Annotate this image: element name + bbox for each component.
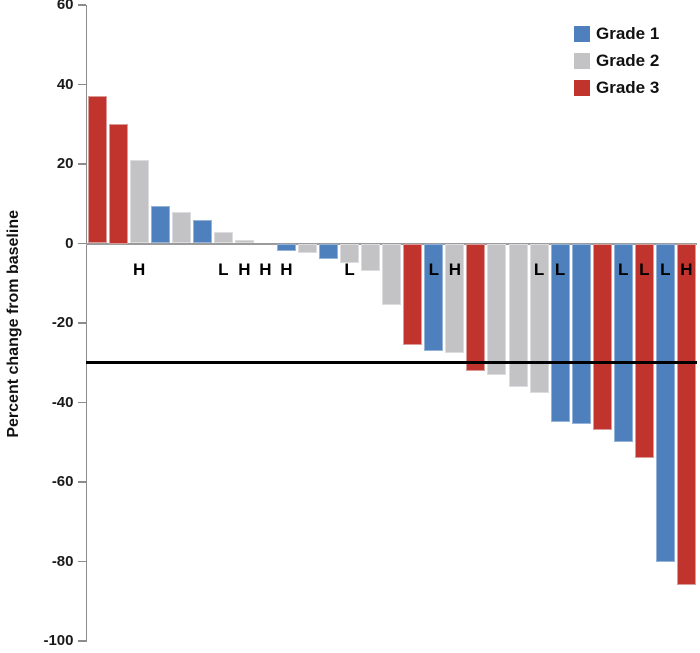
bar-marker: H (132, 260, 146, 279)
y-tick-mark (77, 163, 86, 165)
legend-swatch (574, 25, 590, 42)
bar-16 (403, 243, 423, 345)
reference-line (85, 361, 697, 365)
y-axis-title: Percent change from baseline (2, 5, 26, 642)
bar-2 (108, 124, 128, 244)
bar-26 (613, 243, 633, 443)
y-tick-label: -100 (43, 632, 74, 649)
bar-11 (298, 243, 317, 254)
bar-23 (550, 243, 570, 423)
legend-item: Grade 2 (574, 52, 659, 69)
y-tick-label: -60 (51, 473, 74, 490)
y-axis-title-text: Percent change from baseline (5, 209, 22, 438)
y-tick-mark (77, 242, 86, 245)
bar-marker: H (259, 260, 272, 279)
bar-20 (487, 243, 507, 375)
bar-marker: L (218, 260, 229, 279)
bar-marker: H (238, 260, 251, 279)
bar-15 (382, 243, 402, 306)
y-tick-label: -40 (51, 393, 74, 411)
y-tick-label: -80 (51, 552, 74, 570)
bar-25 (592, 243, 612, 431)
y-axis-line (85, 5, 87, 642)
bar-10 (276, 243, 296, 252)
y-tick-mark (77, 640, 86, 642)
bar-marker: L (428, 260, 439, 279)
bar-18 (445, 243, 465, 353)
bar-1 (87, 96, 107, 244)
legend-swatch (574, 79, 590, 96)
bar-24 (571, 243, 591, 425)
bar-22 (529, 243, 549, 393)
y-tick-mark (77, 401, 86, 404)
bar-7 (213, 231, 233, 244)
y-tick-label: 40 (56, 75, 74, 93)
bar-13 (340, 243, 360, 264)
y-tick-mark (77, 83, 86, 86)
bar-14 (361, 243, 381, 272)
bar-8 (234, 239, 254, 244)
y-tick-mark (77, 481, 86, 483)
legend-item: Grade 3 (574, 79, 659, 96)
legend: Grade 1 Grade 2 Grade 3 (574, 25, 659, 106)
bar-marker: H (448, 260, 461, 279)
bar-marker: H (280, 260, 293, 279)
bar-marker: L (618, 260, 629, 279)
legend-swatch (574, 52, 590, 69)
bar-27 (634, 243, 654, 459)
bar-29 (676, 243, 696, 586)
y-tick-label: 20 (56, 155, 74, 172)
y-tick-label: 0 (65, 234, 74, 252)
legend-label: Grade 3 (596, 78, 660, 97)
bar-21 (508, 243, 528, 387)
bar-4 (150, 205, 170, 244)
bar-marker: L (639, 260, 650, 279)
bar-19 (466, 243, 486, 371)
bar-17 (424, 243, 444, 351)
bar-28 (655, 243, 675, 562)
bar-marker: L (660, 260, 671, 279)
y-tick-label: 60 (56, 0, 74, 13)
y-tick-label: -20 (51, 314, 74, 331)
bar-marker: L (554, 260, 566, 279)
legend-label: Grade 1 (596, 24, 660, 43)
bar-marker: L (344, 260, 355, 279)
legend-item: Grade 1 (574, 25, 659, 42)
legend-label: Grade 2 (596, 51, 660, 70)
y-tick-mark (77, 4, 86, 6)
y-tick-mark (77, 560, 86, 563)
bar-6 (192, 219, 212, 244)
bar-3 (129, 160, 149, 244)
bar-5 (171, 211, 191, 244)
bar-marker: H (680, 260, 693, 279)
bar-marker: L (533, 260, 545, 279)
bar-12 (319, 243, 339, 260)
y-tick-mark (77, 322, 86, 324)
